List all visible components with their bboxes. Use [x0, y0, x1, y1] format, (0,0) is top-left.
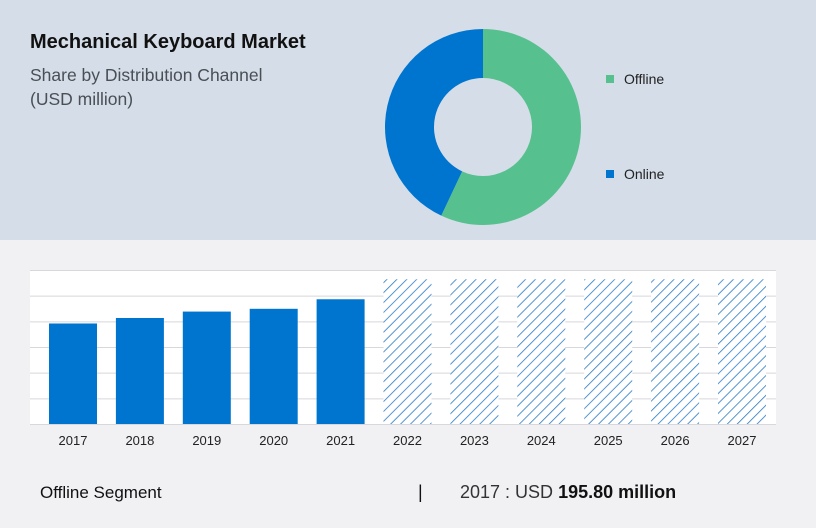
- donut-slice-offline: [441, 29, 581, 225]
- legend-item-online: Online: [606, 164, 664, 184]
- x-tick-label: 2023: [460, 433, 489, 448]
- x-tick-label: 2020: [259, 433, 288, 448]
- bar-2018: [115, 317, 164, 424]
- legend-label-online: Online: [624, 166, 665, 182]
- x-tick-label: 2025: [594, 433, 623, 448]
- forecast-bar-2024: [517, 279, 566, 424]
- bar-2020: [249, 308, 298, 424]
- x-tick-label: 2027: [728, 433, 757, 448]
- subtitle-line-1: Share by Distribution Channel: [30, 65, 263, 85]
- forecast-bar-2022: [383, 279, 432, 424]
- legend-swatch-offline: [606, 75, 614, 83]
- segment-label: Offline Segment: [40, 483, 162, 502]
- x-tick-label: 2018: [125, 433, 154, 448]
- bar-2019: [182, 311, 231, 424]
- donut-slice-online: [385, 29, 483, 216]
- subtitle-line-2: (USD million): [30, 89, 134, 109]
- x-tick-label: 2024: [527, 433, 556, 448]
- forecast-bar-2025: [584, 279, 633, 424]
- bar-2017: [49, 323, 97, 424]
- segment-value-prefix: 2017 : USD: [460, 482, 554, 502]
- x-tick-label: 2022: [393, 433, 422, 448]
- forecast-bar-2027: [718, 279, 766, 424]
- donut-chart: [385, 29, 581, 225]
- legend-label-offline: Offline: [624, 71, 665, 87]
- chart-subtitle: Share by Distribution Channel (USD milli…: [30, 63, 263, 111]
- footer-separator: |: [418, 482, 423, 502]
- x-tick-label: 2019: [192, 433, 221, 448]
- legend-item-offline: Offline: [606, 69, 664, 89]
- forecast-bar-2023: [450, 279, 499, 424]
- segment-value-amount: 195.80 million: [558, 482, 677, 502]
- x-tick-label: 2021: [326, 433, 355, 448]
- x-tick-label: 2026: [661, 433, 690, 448]
- forecast-bar-2026: [651, 279, 700, 424]
- segment-value: 2017 : USD 195.80 million: [460, 482, 676, 503]
- x-tick-label: 2017: [59, 433, 88, 448]
- bar-2021: [316, 299, 365, 424]
- chart-title: Mechanical Keyboard Market: [30, 31, 306, 53]
- bar-chart: 2017 2018 2019 2020 2021 2022 2023 2024 2025 2026…: [30, 270, 776, 448]
- legend-swatch-online: [606, 170, 614, 178]
